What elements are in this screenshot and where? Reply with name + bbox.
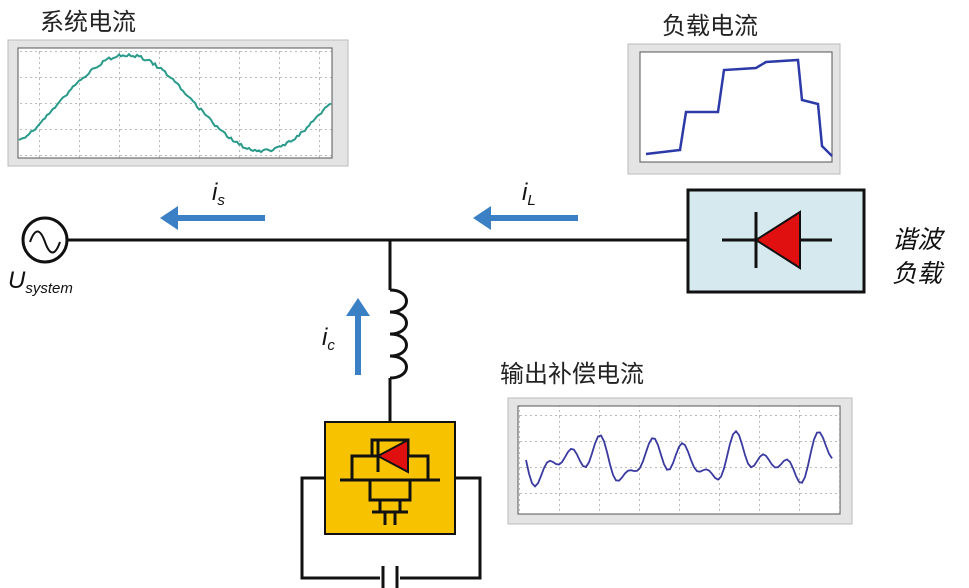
ic-sub: c [327,337,335,354]
usys-sub: system [25,280,73,297]
il-sub: L [527,192,535,209]
load-label-2: 负载 [892,259,945,288]
current-arrows [172,218,578,375]
converter [325,422,455,534]
is-sub: s [217,192,225,209]
load-box [688,190,864,292]
ic-label: ic [322,324,335,354]
il-label: iL [522,179,536,209]
system-current-title: 系统电流 [40,8,136,36]
scope-load [628,44,840,174]
usys-main: U [8,267,26,294]
output-current-title: 输出补偿电流 [500,360,644,388]
load-current-title: 负载电流 [662,12,758,40]
scope-output [508,398,852,524]
scope-system [8,40,348,166]
diagram: 系统电流 负载电流 输出补偿电流 谐波 负载 is iL [0,0,969,588]
usys-label: Usystem [8,267,73,297]
load-label-1: 谐波 [892,225,946,254]
is-label: is [212,179,225,209]
